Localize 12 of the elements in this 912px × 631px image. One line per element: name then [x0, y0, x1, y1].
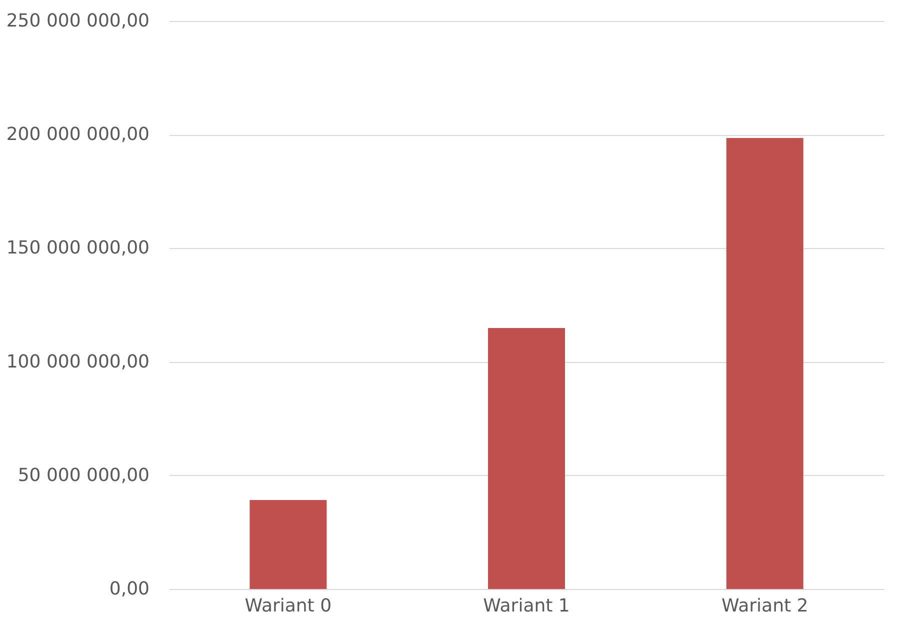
- y-tick-label: 200 000 000,00: [6, 124, 150, 146]
- bar: [726, 138, 804, 589]
- x-tick-label: Wariant 1: [483, 596, 570, 616]
- y-tick-label: 100 000 000,00: [6, 351, 150, 372]
- bar: [488, 328, 565, 589]
- bar: [250, 500, 327, 589]
- y-tick-label: 150 000 000,00: [6, 238, 150, 259]
- y-tick-label: 250 000 000,00: [6, 10, 150, 32]
- x-tick-label: Wariant 2: [721, 596, 808, 616]
- y-tick-label: 0,00: [109, 578, 150, 600]
- x-tick-label: Wariant 0: [244, 596, 332, 616]
- y-tick-label: 50 000 000,00: [18, 464, 150, 486]
